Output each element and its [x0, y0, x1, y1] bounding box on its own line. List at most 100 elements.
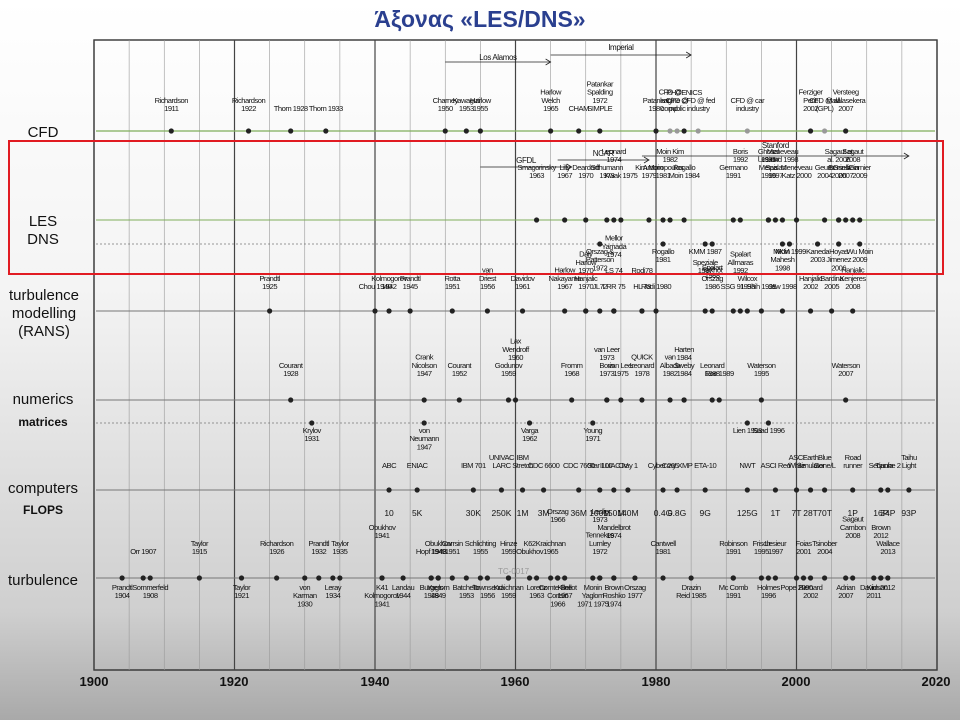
entry-line: Krylov: [303, 426, 322, 435]
entry-turbulence-48: Sagaut Cambon 2008: [840, 515, 866, 540]
entry-line: Hanjalic: [799, 274, 823, 283]
marker-cfd-8: [576, 128, 582, 134]
marker-cfd-2: [288, 128, 294, 134]
entry-line: Charney: [433, 96, 459, 105]
entry-line: Harlow: [540, 88, 562, 97]
marker-computers-9: [625, 487, 631, 493]
entry-line: Prandtl: [400, 274, 421, 283]
entry-les_top-9: Rogallo Moin 1984: [669, 163, 700, 180]
marker-les_top-19: [836, 217, 842, 223]
marker-les_top-3: [604, 217, 610, 223]
flops-6: 36M: [570, 508, 587, 518]
entry-line: Cray XMP: [662, 461, 693, 470]
entry-turbulence-25: Lorenz 1963: [526, 583, 547, 600]
entry-line: industry: [687, 104, 710, 113]
marker-dns-3: [709, 241, 715, 247]
marker-turbulence-51: [878, 575, 884, 581]
entry-les_top-6: Kim Moin 1979: [635, 163, 663, 180]
marker-cfd-7: [548, 128, 554, 134]
entry-line: Bardina: [820, 274, 844, 283]
entry-numerics-5: Fromm 1968: [561, 361, 583, 378]
marker-computers-3: [498, 487, 505, 493]
entry-line: Hoyas: [829, 247, 849, 256]
entry-computers-12: ETA-10: [694, 461, 716, 470]
bracket-arrow-gfdl: [566, 163, 573, 171]
entry-cfd-14: CFD @ fed industry: [681, 96, 715, 113]
entry-computers-5: CDC 6600: [528, 461, 560, 470]
entry-cfd-1: Richardson 1922: [232, 96, 266, 113]
entry-line: 1972: [592, 96, 607, 105]
marker-turbulence-10: [337, 575, 343, 581]
bracket-label-gfdl: GFDL: [516, 156, 537, 165]
entry-line: Sequoia: [869, 461, 895, 470]
marker-dns-5: [786, 241, 793, 247]
entry-line: Leray: [325, 583, 342, 592]
entry-turbulence-11: K41 Kolmogorov 1941: [364, 583, 400, 608]
marker-numerics-13: [709, 397, 715, 403]
marker-turbulence-41: [765, 575, 772, 581]
entry-line: von: [299, 583, 310, 592]
entry-line: Harlow: [470, 96, 492, 105]
entry-line: CFD @ all: [809, 96, 840, 105]
marker-cfd-18: [843, 128, 849, 134]
entry-line: Malalasekera: [826, 96, 866, 105]
entry-line: Monin: [584, 583, 602, 592]
entry-computers-4: IBM Stretch: [512, 453, 533, 470]
entry-line: engine: [660, 96, 680, 105]
marker-turbulence-45: [807, 575, 814, 581]
entry-les_top-10: Germano 1991: [719, 163, 747, 180]
entry-line: 1931: [304, 434, 319, 443]
entry-line: 1941: [375, 599, 390, 608]
entry-line: Sagaut: [842, 515, 864, 524]
entry-turbulence-51: Kim 2012: [867, 583, 895, 592]
entry-line: Spalart: [702, 263, 724, 272]
entry-dns-5: MKM 1999: [773, 247, 806, 256]
entry-line: Thom 1933: [309, 104, 343, 113]
entry-line: industry: [736, 104, 759, 113]
entry-line: Daly: [579, 250, 593, 259]
entry-line: Patankar: [643, 96, 670, 105]
marker-rans-1: [372, 308, 378, 314]
entry-line: 1944: [396, 591, 411, 600]
entry-line: 1959: [501, 369, 516, 378]
axis-year-2000: 2000: [781, 674, 811, 689]
entry-line: 1966: [550, 599, 565, 608]
entry-rans-16: Mellor Yamada 1974: [601, 234, 627, 259]
entry-turbulence-16: Obukhov 1949: [425, 539, 453, 556]
flops-12: 9G: [700, 508, 711, 518]
entry-line: 1928: [283, 369, 298, 378]
marker-les_top-2: [583, 217, 589, 223]
entry-les_top-19: Sagaut et al. 2006: [825, 147, 854, 164]
entry-line: Orszag &: [586, 247, 614, 256]
entry-line: Kraichnan: [536, 539, 566, 548]
marker-cfd-1: [245, 128, 252, 134]
entry-numerics-6: Boris 1973: [599, 361, 615, 378]
marker-rans-18: [702, 308, 708, 314]
entry-line: Allmaras: [728, 258, 754, 267]
marker-computers-12: [702, 487, 708, 493]
category-turbulence-label: turbulence: [0, 572, 93, 590]
entry-numerics-11: Sweby 1984: [674, 361, 695, 378]
entry-line: van: [665, 353, 676, 362]
entry-line: Stretch: [512, 461, 533, 470]
entry-line: 1998: [775, 263, 790, 272]
entry-les_top-18: Berselli 2006: [828, 163, 850, 180]
marker-turbulence-29: [562, 575, 568, 581]
entry-line: 1984: [677, 353, 692, 362]
entry-line: Earth: [803, 453, 819, 462]
entry-line: CFD @: [666, 96, 690, 105]
slide-title: Άξονας «LES/DNS»: [374, 6, 586, 32]
category-dns-text: DNS: [27, 231, 59, 248]
marker-matrices-2: [526, 420, 533, 426]
flops-2: 30K: [466, 508, 481, 518]
entry-line: 2007: [838, 171, 853, 180]
marker-rans-10: [597, 308, 603, 314]
entry-line: Tsinober: [812, 539, 838, 548]
marker-computers-16: [807, 487, 814, 493]
marker-computers-19: [878, 487, 884, 493]
marker-turbulence-5: [238, 575, 245, 581]
entry-line: 1941: [375, 531, 390, 540]
entry-computers-3: UNIVAC LARC: [489, 453, 515, 470]
entry-line: 1966: [550, 515, 565, 524]
entry-line: 2012: [873, 531, 888, 540]
